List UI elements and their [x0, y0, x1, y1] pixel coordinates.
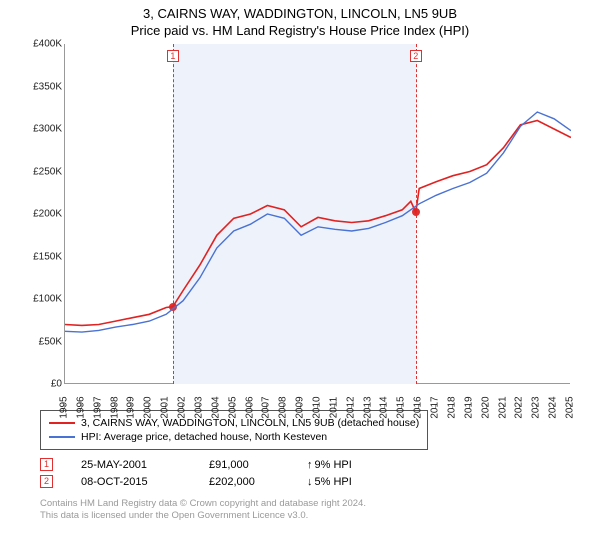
x-axis-label: 2014: [379, 396, 390, 418]
x-axis-label: 2023: [531, 396, 542, 418]
legend-label: HPI: Average price, detached house, Nort…: [81, 431, 327, 443]
footer: Contains HM Land Registry data © Crown c…: [40, 498, 600, 523]
x-axis-label: 2010: [312, 396, 323, 418]
arrow-down-icon: [307, 476, 315, 488]
legend-row: 3, CAIRNS WAY, WADDINGTON, LINCOLN, LN5 …: [49, 417, 419, 429]
x-axis-label: 1997: [92, 396, 103, 418]
x-axis-label: 2022: [514, 396, 525, 418]
tx-number-box: 1: [40, 458, 53, 471]
x-axis-label: 2003: [193, 396, 204, 418]
tx-date: 08-OCT-2015: [81, 476, 181, 488]
y-axis-label: £300K: [20, 124, 62, 135]
x-axis-label: 1996: [75, 396, 86, 418]
y-axis-label: £100K: [20, 294, 62, 305]
footer-line: Contains HM Land Registry data © Crown c…: [40, 498, 600, 510]
x-axis-label: 2020: [480, 396, 491, 418]
x-axis-label: 2009: [295, 396, 306, 418]
x-axis-label: 2016: [413, 396, 424, 418]
x-axis-label: 2012: [345, 396, 356, 418]
y-axis-label: £400K: [20, 39, 62, 50]
tx-price: £202,000: [209, 476, 279, 488]
tx-date: 25-MAY-2001: [81, 459, 181, 471]
y-axis-label: £200K: [20, 209, 62, 220]
series-red: [65, 121, 571, 326]
x-axis-label: 2013: [362, 396, 373, 418]
transaction-table: 1 25-MAY-2001 £91,000 9% HPI 2 08-OCT-2015 £20…: [40, 458, 600, 488]
x-axis-label: 1995: [59, 396, 70, 418]
x-axis-label: 2001: [160, 396, 171, 418]
title-line1: 3, CAIRNS WAY, WADDINGTON, LINCOLN, LN5 …: [0, 0, 600, 21]
x-axis-label: 2002: [177, 396, 188, 418]
x-axis-label: 2004: [210, 396, 221, 418]
x-axis-label: 2006: [244, 396, 255, 418]
x-axis-label: 2015: [396, 396, 407, 418]
title-line2: Price paid vs. HM Land Registry's House …: [0, 21, 600, 44]
tx-pct: 9% HPI: [307, 459, 352, 471]
footer-line: This data is licensed under the Open Gov…: [40, 510, 600, 522]
x-axis-label: 2011: [328, 397, 339, 419]
x-axis-label: 2018: [446, 396, 457, 418]
y-axis-label: £150K: [20, 251, 62, 262]
transaction-row: 1 25-MAY-2001 £91,000 9% HPI: [40, 458, 600, 471]
line-layer: [65, 44, 571, 384]
plot-region: 12: [64, 44, 570, 384]
x-axis-label: 2007: [261, 396, 272, 418]
y-axis-label: £0: [20, 379, 62, 390]
x-axis-label: 2025: [565, 396, 576, 418]
x-axis-label: 2008: [278, 396, 289, 418]
x-axis-label: 1998: [109, 396, 120, 418]
x-axis-label: 2019: [463, 396, 474, 418]
x-axis-label: 2024: [548, 396, 559, 418]
y-axis-label: £50K: [20, 336, 62, 347]
x-axis-label: 2021: [497, 396, 508, 418]
x-axis-label: 2005: [227, 396, 238, 418]
chart-area: 12 £0£50K£100K£150K£200K£250K£300K£350K£…: [20, 44, 580, 404]
legend-swatch: [49, 436, 75, 438]
x-axis-label: 1999: [126, 396, 137, 418]
y-axis-label: £350K: [20, 81, 62, 92]
tx-number-box: 2: [40, 475, 53, 488]
tx-pct: 5% HPI: [307, 476, 352, 488]
legend-swatch: [49, 422, 75, 424]
legend-row: HPI: Average price, detached house, Nort…: [49, 431, 419, 443]
transaction-row: 2 08-OCT-2015 £202,000 5% HPI: [40, 475, 600, 488]
x-axis-label: 2000: [143, 396, 154, 418]
x-axis-label: 2017: [430, 396, 441, 418]
legend-label: 3, CAIRNS WAY, WADDINGTON, LINCOLN, LN5 …: [81, 417, 419, 429]
series-blue: [65, 112, 571, 332]
y-axis-label: £250K: [20, 166, 62, 177]
tx-price: £91,000: [209, 459, 279, 471]
chart-container: 3, CAIRNS WAY, WADDINGTON, LINCOLN, LN5 …: [0, 0, 600, 560]
arrow-up-icon: [307, 459, 315, 471]
